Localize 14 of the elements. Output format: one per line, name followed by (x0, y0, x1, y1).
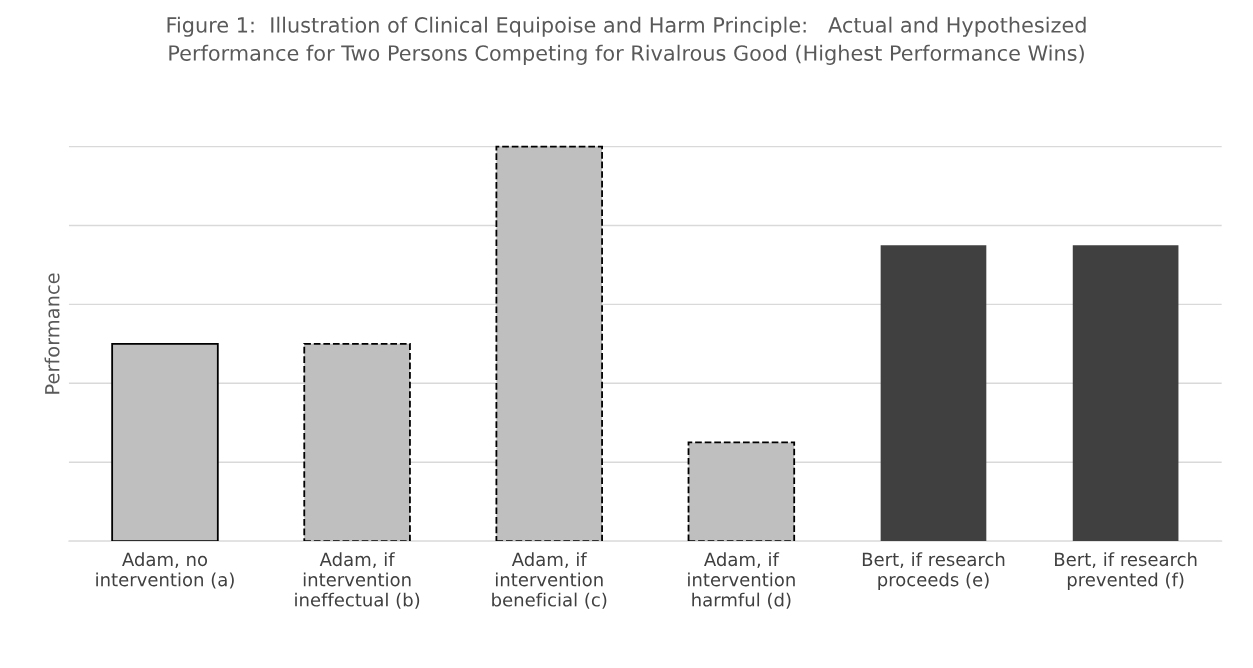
x-tick-label: Bert, if research prevented (f) (1055, 552, 1197, 590)
x-tick-label: Adam, if intervention ineffectual (b) (295, 552, 420, 609)
bar (1072, 245, 1179, 542)
bar (687, 441, 796, 542)
bar (495, 145, 603, 542)
chart-title: Figure 1: Illustration of Clinical Equipoise and Harm Principle: Actual and Hypothesized Performance for Two Persons Competing for Rivalrous Good (Highest Performance Wins) (167, 16, 1086, 65)
x-tick-label: Bert, if research proceeds (e) (862, 552, 1005, 590)
y-axis-title: Performance (44, 273, 60, 394)
x-tick-label: Adam, if intervention harmful (d) (688, 552, 795, 609)
bar (880, 245, 987, 542)
bar (111, 342, 219, 542)
x-tick-label: Adam, if intervention beneficial (c) (492, 552, 607, 609)
bar (303, 342, 411, 542)
x-tick-label: Adam, no intervention (a) (96, 552, 234, 589)
